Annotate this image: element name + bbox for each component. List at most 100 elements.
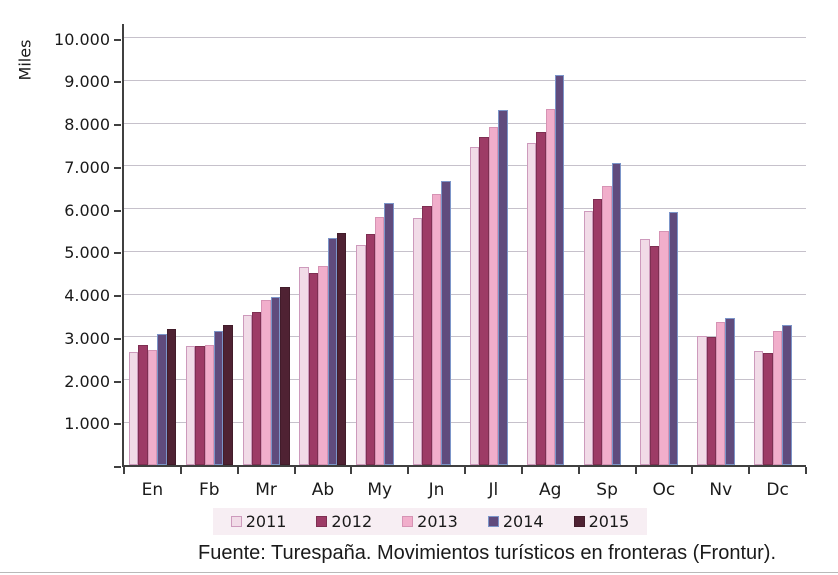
legend: 2011 2012 2013 2014 2015 [0, 508, 838, 535]
y-axis-label-5000: 5.000 [64, 243, 110, 263]
bar-2011-Ab [299, 267, 309, 465]
y-axis-labels: 1.000 2.000 3.000 4.000 5.000 6.000 7.000 8.000… [0, 24, 110, 467]
bar-2011-Mr [242, 314, 252, 465]
bar-2015-En [166, 329, 176, 465]
gridline-6000 [124, 208, 806, 209]
x-axis-label-Jn: Jn [428, 480, 445, 500]
legend-swatch-2015 [573, 516, 585, 527]
bar-2011-Fb [185, 345, 196, 465]
bar-2013-Dc [772, 330, 783, 465]
bar-2012-Fb [195, 345, 205, 465]
bar-2014-Ab [327, 238, 337, 465]
bar-2013-My [375, 216, 385, 465]
x-axis-label-Ab: Ab [311, 480, 335, 500]
bar-2013-Fb [204, 344, 214, 465]
legend-label-2011: 2011 [245, 512, 287, 531]
bottom-divider [0, 572, 838, 573]
x-axis-tick [634, 467, 637, 474]
x-axis-tick [179, 467, 182, 474]
bar-2011-Nv [697, 336, 707, 465]
bar-2011-Jl [469, 147, 480, 465]
bar-2013-Oc [659, 230, 669, 465]
legend-swatch-2013 [402, 516, 414, 527]
y-axis-tick [114, 124, 121, 126]
bar-2014-En [157, 334, 167, 465]
x-axis-label-Mr: Mr [255, 480, 277, 500]
y-axis-label-3000: 3.000 [64, 328, 110, 348]
bar-2015-Fb [223, 325, 233, 465]
bar-2014-My [384, 202, 394, 465]
bar-2014-Nv [725, 318, 735, 465]
x-axis-tick [748, 467, 751, 474]
y-axis-label-4000: 4.000 [64, 286, 110, 305]
legend-item-2012: 2012 [316, 512, 372, 531]
bar-2013-Jn [431, 193, 442, 465]
legend-label-2014: 2014 [502, 512, 544, 531]
bar-2014-Jn [441, 180, 451, 465]
gridline-2000 [124, 379, 806, 380]
bar-2013-Mr [261, 299, 271, 465]
y-axis-tick [114, 423, 121, 426]
bar-2011-Jn [413, 217, 423, 465]
bar-2014-Oc [668, 211, 678, 465]
bar-2012-Ab [308, 272, 319, 465]
x-axis-label-Jl: Jl [488, 480, 499, 500]
gridline-10000 [124, 37, 806, 38]
gridline-9000 [124, 79, 806, 81]
bar-2013-En [147, 349, 158, 465]
x-axis-label-Dc: Dc [766, 480, 789, 500]
gridline-3000 [124, 336, 806, 338]
x-axis-label-Nv: Nv [709, 480, 733, 500]
x-axis-tick [293, 467, 296, 474]
x-axis-tick [123, 467, 125, 474]
bar-2013-Sp [602, 185, 612, 465]
bar-2014-Sp [611, 163, 622, 465]
x-axis-label-Ag: Ag [539, 480, 562, 500]
y-axis-tick [114, 380, 121, 383]
bar-2012-En [138, 344, 148, 465]
bar-2011-Dc [754, 351, 764, 465]
x-axis-tick [577, 467, 580, 474]
y-axis-tick [114, 337, 121, 340]
legend-swatch-2012 [316, 516, 328, 527]
gridline-7000 [124, 165, 806, 167]
bar-2014-Jl [498, 109, 508, 465]
y-axis-tick [114, 38, 121, 41]
legend-swatch-2011 [230, 516, 242, 527]
bar-2012-Sp [592, 199, 603, 465]
bar-2011-My [356, 244, 366, 465]
y-axis-label-6000: 6.000 [64, 200, 110, 220]
y-axis-tick [114, 252, 121, 255]
bar-2011-Sp [583, 210, 593, 465]
bar-2013-Nv [716, 321, 726, 465]
y-axis-tick [114, 209, 121, 212]
x-axis-tick [691, 467, 694, 474]
bar-2014-Dc [782, 325, 792, 465]
x-axis-tick [520, 467, 523, 474]
bar-2014-Fb [213, 331, 224, 465]
legend-swatch-2014 [487, 516, 499, 527]
bar-2011-En [128, 351, 139, 465]
bar-2012-Nv [706, 337, 717, 465]
bar-2011-Oc [640, 239, 650, 465]
bar-2012-Jl [479, 137, 489, 465]
gridline-1000 [124, 421, 806, 423]
x-axis-tick [407, 467, 410, 474]
x-axis-tick [464, 467, 466, 474]
bar-2013-Jl [488, 126, 499, 465]
legend-label-2013: 2013 [417, 512, 458, 531]
gridline-4000 [124, 293, 806, 295]
x-axis-tick [236, 467, 239, 474]
source-text: Fuente: Turespaña. Movimientos turístico… [197, 542, 777, 564]
y-axis-label-9000: 9.000 [64, 72, 110, 92]
legend-box: 2011 2012 2013 2014 2015 [212, 508, 648, 535]
legend-item-2014: 2014 [487, 512, 544, 531]
y-axis-tick [114, 166, 121, 169]
x-axis-label-Sp: Sp [596, 480, 618, 500]
gridline-5000 [124, 250, 806, 252]
bar-2012-Mr [251, 311, 262, 465]
legend-item-2011: 2011 [230, 512, 287, 531]
bar-2012-Jn [422, 206, 432, 465]
bar-2013-Ab [318, 265, 328, 465]
